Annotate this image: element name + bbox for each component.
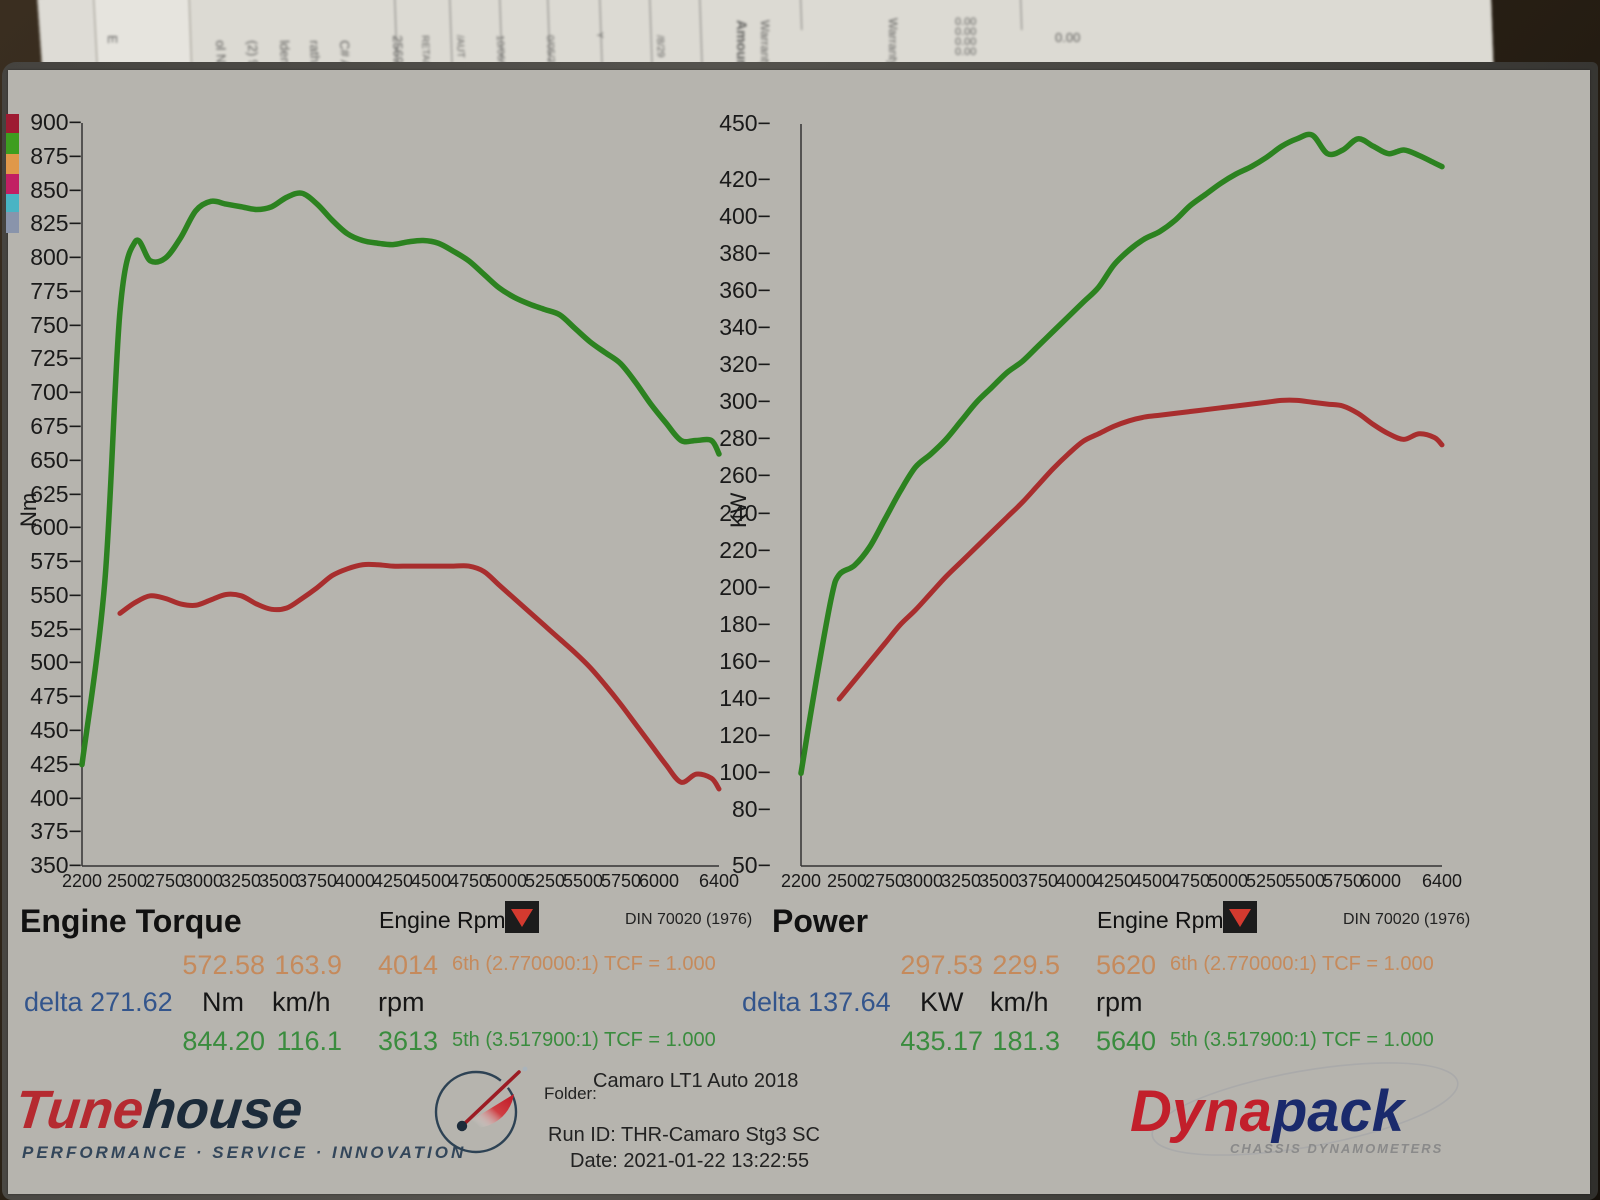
svg-text:CHASSIS DYNAMOMETERS: CHASSIS DYNAMOMETERS xyxy=(1230,1141,1443,1156)
svg-text:PERFORMANCE · SERVICE · INNOVA: PERFORMANCE · SERVICE · INNOVATION xyxy=(22,1143,466,1162)
